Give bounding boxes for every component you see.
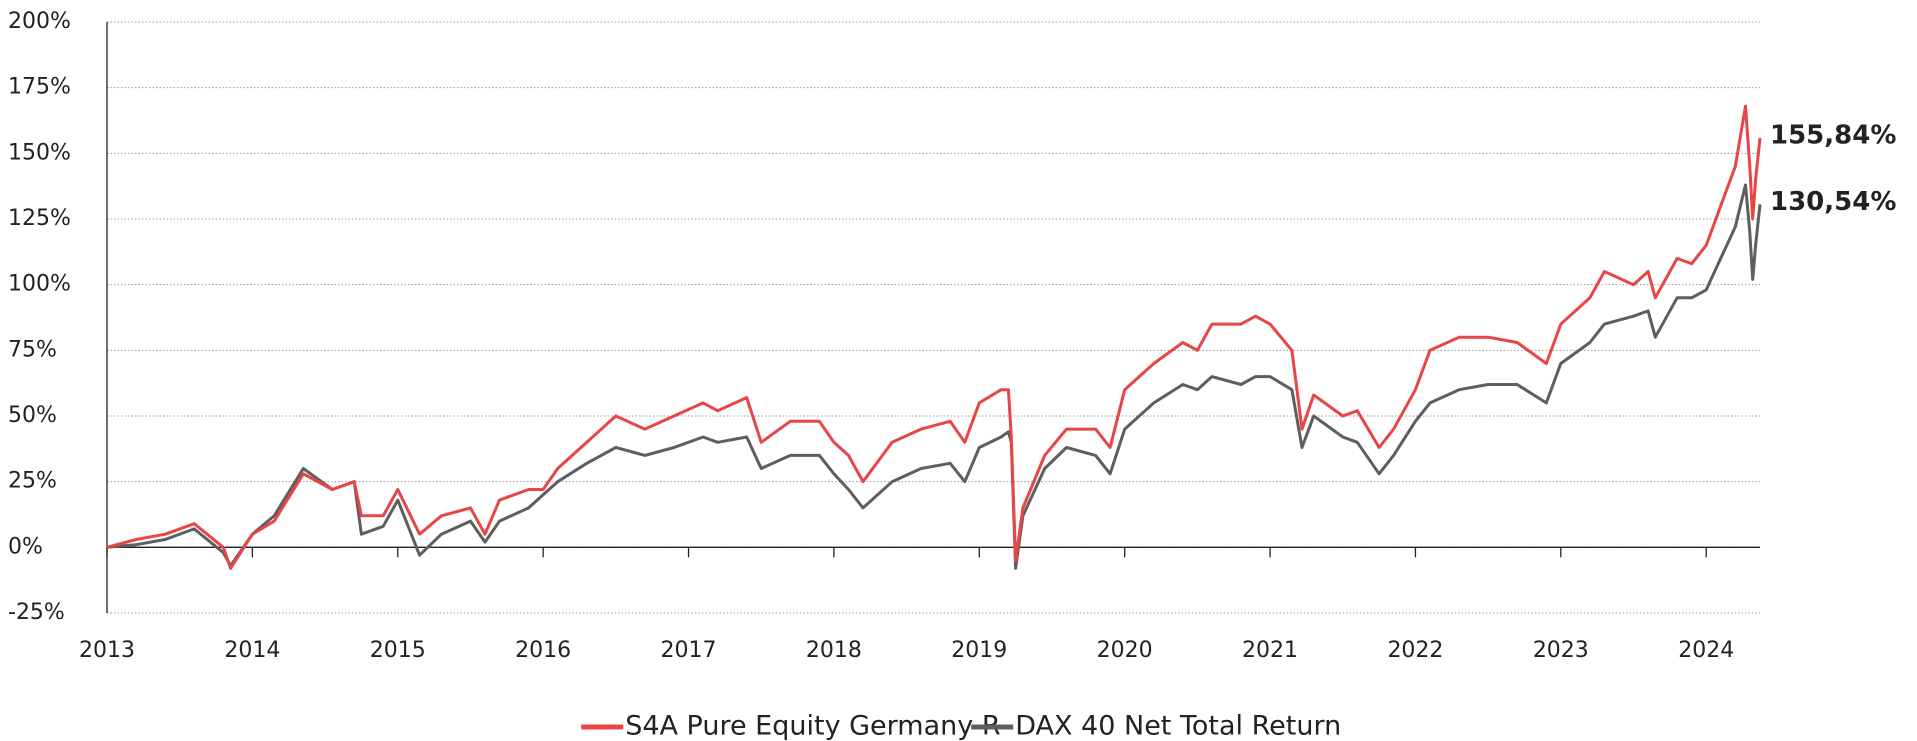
x-tick-label: 2024 (1678, 638, 1734, 663)
x-tick-label: 2021 (1242, 638, 1298, 663)
x-tick-label: 2016 (515, 638, 571, 663)
x-tick-label: 2023 (1533, 638, 1589, 663)
y-tick-label: 0% (8, 534, 43, 559)
y-tick-label: 150% (8, 140, 71, 165)
legend-label: S4A Pure Equity Germany R (625, 711, 1000, 741)
x-tick-label: 2020 (1097, 638, 1153, 663)
y-tick-label: 50% (8, 403, 57, 428)
y-tick-label: 175% (8, 75, 71, 100)
x-tick-label: 2013 (79, 638, 135, 663)
y-tick-label: 125% (8, 206, 71, 231)
series-line (106, 183, 1762, 570)
x-tick-label: 2018 (806, 638, 862, 663)
x-tick-label: 2019 (951, 638, 1007, 663)
y-tick-label: 100% (8, 272, 71, 297)
end-label: 130,54% (1770, 187, 1896, 217)
x-tick-label: 2015 (370, 638, 426, 663)
x-tick-label: 2017 (661, 638, 717, 663)
x-tick-label: 2014 (224, 638, 280, 663)
y-tick-label: 75% (8, 337, 57, 362)
legend-label: DAX 40 Net Total Return (1015, 711, 1341, 741)
series-line (106, 104, 1762, 570)
y-tick-label: 200% (8, 9, 71, 34)
y-tick-label: -25% (8, 600, 65, 625)
y-tick-label: 25% (8, 469, 57, 494)
end-label: 155,84% (1770, 120, 1896, 150)
x-tick-label: 2022 (1387, 638, 1443, 663)
